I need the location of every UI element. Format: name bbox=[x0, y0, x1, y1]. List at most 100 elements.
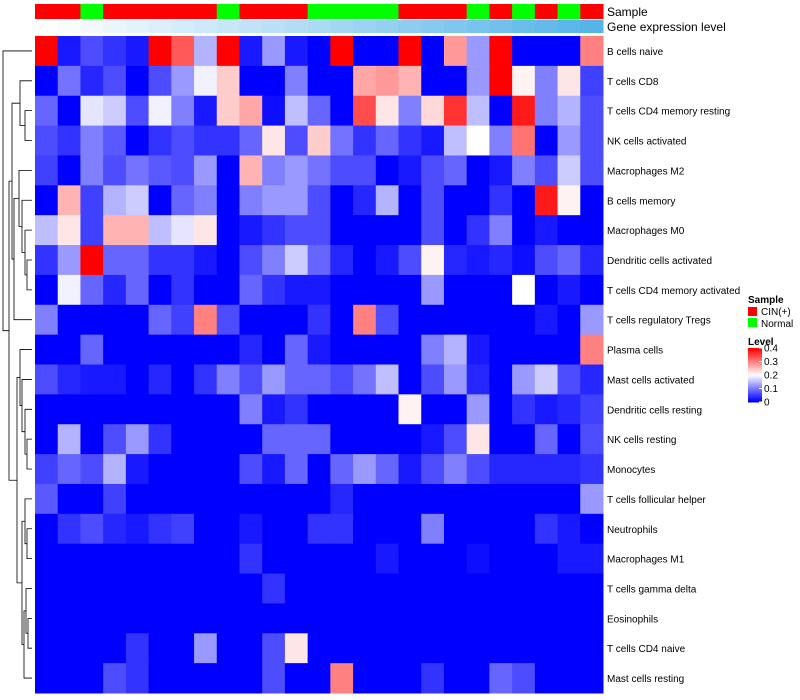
heatmap-cell bbox=[580, 36, 604, 67]
heatmap-cell bbox=[557, 304, 581, 336]
heatmap-cell bbox=[307, 215, 331, 246]
heatmap-cell bbox=[103, 424, 127, 455]
heatmap-cell bbox=[148, 364, 172, 395]
heatmap-cell bbox=[580, 513, 604, 545]
heatmap-cell bbox=[557, 245, 581, 276]
heatmap-cell bbox=[512, 334, 536, 365]
heatmap-cell bbox=[557, 513, 581, 545]
heatmap-cell bbox=[398, 95, 422, 127]
colorbar-tick-label: 0.1 bbox=[764, 384, 778, 395]
heatmap-cell bbox=[80, 334, 104, 365]
heatmap-cell bbox=[216, 454, 240, 485]
heatmap-cell bbox=[171, 36, 195, 67]
sample-annotation-cell bbox=[534, 4, 559, 19]
heatmap-cell bbox=[375, 513, 400, 545]
heatmap-cell bbox=[57, 603, 81, 634]
heatmap-cell bbox=[443, 633, 468, 664]
heatmap-cell bbox=[262, 65, 286, 97]
heatmap-cell bbox=[375, 603, 400, 634]
heatmap-cell bbox=[148, 603, 172, 634]
sample-annotation-cell bbox=[375, 4, 400, 19]
heatmap-cell bbox=[375, 483, 400, 515]
heatmap-cell bbox=[284, 155, 309, 186]
heatmap-cell bbox=[375, 454, 400, 485]
heatmap-cell bbox=[489, 245, 513, 276]
heatmap-cell bbox=[216, 364, 240, 395]
heatmap-cell bbox=[330, 155, 354, 186]
heatmap-cell bbox=[103, 125, 127, 156]
heatmap-cell bbox=[57, 454, 81, 485]
heatmap-cell bbox=[284, 364, 309, 395]
colorbar-segment bbox=[748, 366, 762, 369]
heatmap-cell bbox=[330, 663, 354, 694]
heatmap-cell bbox=[421, 304, 445, 336]
heatmap-cell bbox=[421, 603, 445, 634]
heatmap-cell bbox=[466, 663, 490, 694]
heatmap-cell bbox=[466, 573, 490, 604]
colorbar-segment bbox=[748, 348, 762, 350]
expression-annotation-cell bbox=[262, 20, 286, 33]
heatmap-cell bbox=[239, 394, 263, 425]
row-label: NK cells resting bbox=[607, 435, 676, 446]
heatmap-cell bbox=[489, 633, 513, 664]
heatmap-cell bbox=[398, 185, 422, 216]
heatmap-cell bbox=[57, 424, 81, 455]
heatmap-cell bbox=[489, 663, 513, 694]
dendrogram-branch bbox=[2, 50, 32, 332]
heatmap-cell bbox=[262, 95, 286, 127]
heatmap-cell bbox=[512, 424, 536, 455]
heatmap-cell bbox=[398, 603, 422, 634]
heatmap-cell bbox=[375, 36, 400, 67]
heatmap-cell bbox=[80, 424, 104, 455]
dendrogram-branch bbox=[25, 588, 32, 634]
heatmap-cell bbox=[148, 274, 172, 306]
heatmap-cell bbox=[398, 424, 422, 455]
expression-annotation-cell bbox=[171, 20, 195, 33]
expression-annotation-cell bbox=[557, 20, 581, 33]
heatmap-cell bbox=[284, 394, 309, 425]
heatmap-cell bbox=[80, 573, 104, 604]
heatmap-cell bbox=[421, 543, 445, 575]
heatmap-cell bbox=[262, 543, 286, 575]
heatmap-cell bbox=[148, 633, 172, 664]
heatmap-cell bbox=[330, 304, 354, 336]
sample-annotation-cell bbox=[239, 4, 263, 19]
colorbar-segment bbox=[748, 393, 762, 396]
heatmap-cell bbox=[57, 334, 81, 365]
expression-annotation-cell bbox=[466, 20, 490, 33]
colorbar-segment bbox=[748, 381, 762, 384]
row-label: Mast cells activated bbox=[607, 375, 694, 386]
heatmap-cell bbox=[466, 185, 490, 216]
heatmap-cell bbox=[125, 513, 150, 545]
heatmap-cell bbox=[398, 394, 422, 425]
heatmap-cell bbox=[421, 245, 445, 276]
heatmap-cell bbox=[398, 245, 422, 276]
heatmap-cell bbox=[580, 454, 604, 485]
heatmap-cell bbox=[443, 125, 468, 156]
dendrogram-branch bbox=[21, 520, 25, 645]
heatmap-cell bbox=[80, 125, 104, 156]
heatmap-cell bbox=[443, 65, 468, 97]
heatmap-cell bbox=[512, 65, 536, 97]
heatmap-cell bbox=[330, 513, 354, 545]
heatmap-cell bbox=[194, 95, 218, 127]
colorbar-segment bbox=[748, 392, 762, 395]
heatmap-cell bbox=[353, 155, 377, 186]
heatmap-cell bbox=[534, 185, 559, 216]
heatmap-cell bbox=[512, 454, 536, 485]
heatmap-cell bbox=[580, 274, 604, 306]
heatmap-cell bbox=[421, 364, 445, 395]
heatmap-cell bbox=[307, 454, 331, 485]
heatmap-cell bbox=[171, 185, 195, 216]
dendrogram-branch bbox=[26, 438, 32, 470]
colorbar-segment bbox=[748, 368, 762, 371]
sample-annotation-cell bbox=[489, 4, 513, 19]
heatmap-cell bbox=[103, 573, 127, 604]
heatmap-cell bbox=[148, 513, 172, 545]
heatmap-cell bbox=[421, 125, 445, 156]
heatmap-cell bbox=[148, 125, 172, 156]
heatmap-cell bbox=[148, 663, 172, 694]
heatmap-cell bbox=[489, 483, 513, 515]
heatmap-cell bbox=[512, 95, 536, 127]
heatmap-cell bbox=[194, 454, 218, 485]
